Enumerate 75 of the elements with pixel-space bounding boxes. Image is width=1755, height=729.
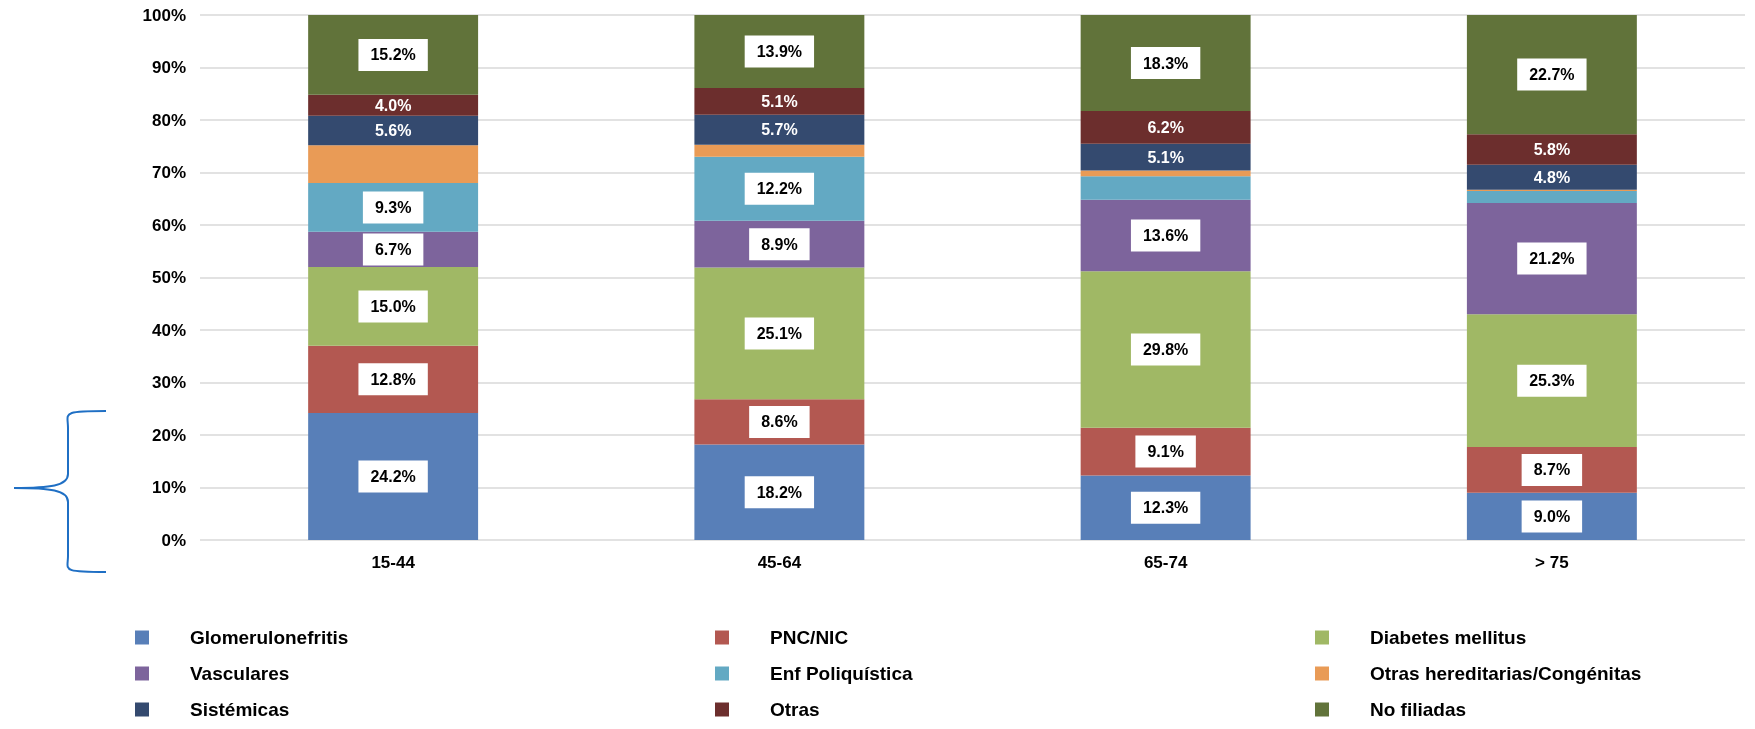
data-label: 12.8%: [370, 370, 416, 388]
x-tick-label: 45-64: [757, 553, 802, 572]
data-label: 5.1%: [761, 92, 798, 110]
data-label: 9.3%: [374, 198, 412, 216]
legend-label: Vasculares: [190, 663, 290, 684]
bar: [1080, 271, 1251, 428]
data-label: 13.9%: [756, 42, 803, 60]
bar: [1080, 143, 1251, 171]
legend-label: Otras: [770, 699, 820, 720]
bar: [694, 114, 865, 145]
y-tick-label: 0%: [161, 530, 186, 550]
data-label: 8.6%: [761, 413, 798, 431]
data-label: 12.2%: [756, 180, 803, 198]
x-tick-label: 65-74: [1143, 553, 1188, 572]
data-label: 15.0%: [370, 297, 416, 315]
y-tick-label: 10%: [151, 478, 186, 497]
legend-label: Diabetes mellitus: [1370, 627, 1527, 648]
legend-label: Enf Poliquística: [770, 663, 913, 684]
bar: [1466, 134, 1637, 165]
data-label: 18.2%: [756, 483, 803, 501]
data-label: 18.3%: [1142, 54, 1189, 72]
data-label: 4.8%: [1533, 168, 1571, 186]
legend-label: PNC/NIC: [770, 627, 849, 648]
x-tick-label: > 75: [1535, 553, 1569, 572]
data-label: 6.2%: [1147, 118, 1184, 136]
y-tick-label: 50%: [151, 268, 186, 287]
legend-label: Sistémicas: [190, 699, 290, 720]
data-label: 22.7%: [1529, 66, 1575, 84]
bar: [308, 94, 479, 116]
bar: [1080, 170, 1251, 177]
bar: [694, 444, 865, 540]
data-label: 9.0%: [1533, 507, 1571, 525]
legend-label: Glomerulonefritis: [190, 627, 349, 648]
y-tick-label: 60%: [151, 215, 186, 235]
x-tick-label: 15-44: [371, 553, 416, 572]
legend-label: No filiadas: [1370, 699, 1467, 720]
bar: [1466, 202, 1637, 315]
bar: [308, 145, 479, 183]
data-label: 5.1%: [1147, 148, 1184, 166]
data-label: 24.2%: [370, 467, 416, 485]
data-label: 25.1%: [756, 324, 803, 342]
y-tick-label: 90%: [151, 58, 186, 77]
data-label: 9.1%: [1147, 443, 1184, 461]
y-tick-label: 20%: [151, 425, 186, 445]
data-label: 29.8%: [1142, 340, 1189, 358]
data-label: 5.8%: [1533, 140, 1571, 158]
bar: [1466, 164, 1637, 190]
bar: [694, 87, 865, 115]
data-label: 13.6%: [1142, 227, 1189, 244]
y-tick-label: 40%: [151, 320, 186, 340]
bar: [1466, 15, 1637, 135]
data-label: 21.2%: [1529, 250, 1575, 268]
data-label: 25.3%: [1529, 372, 1575, 390]
bar: [308, 412, 479, 540]
y-tick-label: 70%: [151, 163, 186, 182]
bar: [1080, 15, 1251, 112]
y-tick-label: 30%: [151, 373, 186, 392]
data-label: 12.3%: [1142, 499, 1189, 517]
data-label: 5.7%: [761, 121, 798, 139]
bar: [1080, 111, 1251, 144]
bar: [308, 115, 479, 146]
bar: [1466, 314, 1637, 448]
bar: [694, 144, 865, 157]
data-label: 8.7%: [1533, 461, 1571, 479]
data-label: 4.0%: [374, 96, 412, 114]
data-label: 8.9%: [761, 235, 798, 253]
bar: [1466, 190, 1637, 203]
legend-label: Otras hereditarias/Congénitas: [1370, 663, 1642, 684]
data-label: 5.6%: [374, 122, 412, 139]
data-label: 6.7%: [374, 240, 412, 258]
data-label: 15.2%: [370, 46, 416, 64]
y-tick-label: 100%: [142, 5, 186, 25]
bar: [1080, 176, 1251, 200]
bar: [694, 267, 865, 400]
y-tick-label: 80%: [151, 110, 186, 130]
